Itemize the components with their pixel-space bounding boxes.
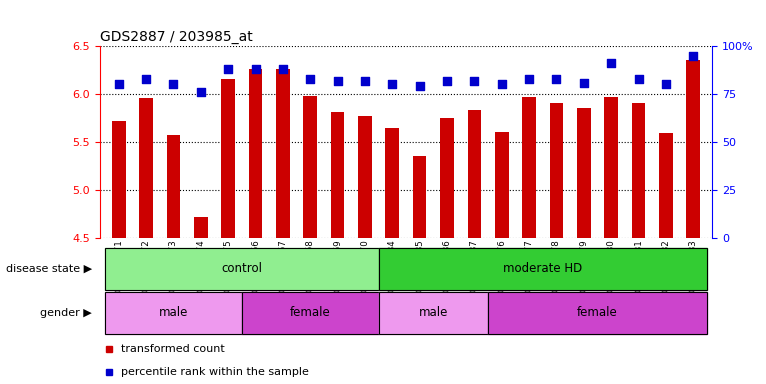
Point xyxy=(496,81,508,88)
Point xyxy=(304,76,316,82)
Bar xyxy=(378,248,707,290)
Point xyxy=(250,66,262,72)
Point xyxy=(195,89,207,95)
Text: female: female xyxy=(577,306,618,319)
Bar xyxy=(221,79,235,238)
Point xyxy=(358,78,371,84)
Point xyxy=(468,78,480,84)
Bar xyxy=(105,248,378,290)
Bar xyxy=(604,97,618,238)
Bar xyxy=(378,248,707,290)
Bar xyxy=(686,61,700,238)
Text: male: male xyxy=(419,306,448,319)
Bar xyxy=(413,157,427,238)
Bar xyxy=(276,69,290,238)
Text: percentile rank within the sample: percentile rank within the sample xyxy=(121,367,309,377)
Text: disease state ▶: disease state ▶ xyxy=(6,264,92,274)
Bar xyxy=(440,118,453,238)
Bar xyxy=(522,97,536,238)
Point xyxy=(386,81,398,88)
Bar xyxy=(632,103,645,238)
Text: moderate HD: moderate HD xyxy=(503,262,582,275)
Point xyxy=(687,53,699,59)
Bar xyxy=(659,134,673,238)
Bar xyxy=(495,131,509,238)
Point xyxy=(414,83,426,89)
Text: female: female xyxy=(290,306,331,319)
Bar xyxy=(488,292,707,334)
Bar xyxy=(105,292,242,334)
Bar xyxy=(488,292,707,334)
Bar xyxy=(549,103,563,238)
Text: control: control xyxy=(221,262,262,275)
Bar xyxy=(112,121,126,238)
Bar xyxy=(331,113,345,238)
Bar xyxy=(378,292,488,334)
Point xyxy=(167,81,179,88)
Bar xyxy=(577,108,591,238)
Bar xyxy=(242,292,378,334)
Text: GDS2887 / 203985_at: GDS2887 / 203985_at xyxy=(100,30,252,44)
Bar xyxy=(303,96,317,238)
Bar xyxy=(139,98,153,238)
Bar xyxy=(467,111,481,238)
Bar xyxy=(105,248,378,290)
Point xyxy=(605,60,617,66)
Bar xyxy=(378,292,488,334)
Point xyxy=(277,66,289,72)
Point xyxy=(660,81,672,88)
Point xyxy=(550,76,562,82)
Bar xyxy=(249,69,262,238)
Bar xyxy=(358,116,372,238)
Text: transformed count: transformed count xyxy=(121,344,224,354)
Point xyxy=(578,79,590,86)
Point xyxy=(140,76,152,82)
Bar xyxy=(385,127,399,238)
Bar xyxy=(194,217,208,238)
Text: male: male xyxy=(159,306,188,319)
Point xyxy=(222,66,234,72)
Point xyxy=(633,76,645,82)
Point xyxy=(113,81,125,88)
Point xyxy=(332,78,344,84)
Point xyxy=(523,76,535,82)
Bar xyxy=(105,292,242,334)
Point xyxy=(441,78,453,84)
Text: gender ▶: gender ▶ xyxy=(40,308,92,318)
Bar xyxy=(167,135,180,238)
Bar xyxy=(242,292,378,334)
